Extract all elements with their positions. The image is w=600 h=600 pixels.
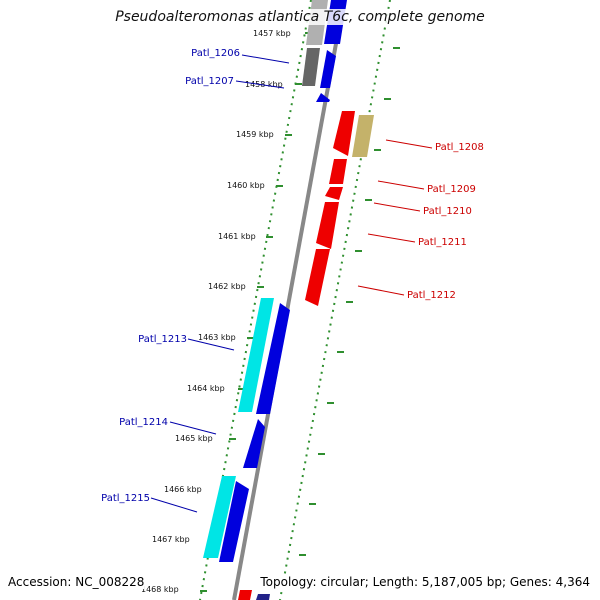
gene-label-patl-1208[interactable]: Patl_1208 [435, 142, 484, 153]
gene-label-patl-1211[interactable]: Patl_1211 [418, 237, 467, 248]
gene-label-patl-1207[interactable]: Patl_1207 [185, 76, 234, 87]
gene-feature-patl-1213[interactable] [256, 303, 290, 414]
gene-label-patl-1213[interactable]: Patl_1213 [138, 334, 187, 345]
forward-strand-features [203, 0, 347, 600]
genome-backbone [232, 0, 346, 600]
label-leader-lines [150, 54, 433, 513]
gene-label-patl-1212[interactable]: Patl_1212 [407, 290, 456, 301]
gene-label-patl-1215[interactable]: Patl_1215 [101, 493, 150, 504]
gene-feature-bottom-blue[interactable] [256, 594, 270, 600]
gene-feature-patl-1212[interactable] [305, 249, 330, 306]
kbp-label-1457: 1457 kbp [253, 29, 291, 38]
gene-feature-patl-1210[interactable] [325, 187, 343, 200]
topology-text: Topology: circular; Length: 5,187,005 bp… [260, 575, 590, 589]
gene-feature-patl-1207[interactable] [320, 50, 336, 88]
gene-feature-patl-1214[interactable] [243, 419, 265, 468]
gene-feature-bottom-red[interactable] [238, 590, 252, 600]
kbp-label-1468: 1468 kbp [141, 585, 179, 594]
map-title: Pseudoalteromonas atlantica T6c, complet… [0, 9, 600, 25]
kbp-label-1464: 1464 kbp [187, 384, 225, 393]
outer-tick-track-right [279, 0, 391, 600]
kbp-label-1467: 1467 kbp [152, 535, 190, 544]
gene-feature-patl-1211[interactable] [316, 202, 339, 249]
reverse-strand-features [238, 111, 374, 600]
kbp-label-1463: 1463 kbp [198, 333, 236, 342]
gene-feature-patl-1208[interactable] [352, 115, 374, 157]
gene-feature-patl-1215-rna[interactable] [203, 476, 236, 558]
gene-feature-small-arrow[interactable] [316, 93, 330, 102]
major-ticks-right [299, 47, 400, 556]
kbp-label-1459: 1459 kbp [236, 130, 274, 139]
gene-feature-patl-1213-rna[interactable] [238, 298, 274, 412]
kbp-label-1465: 1465 kbp [175, 434, 213, 443]
gene-feature-patl-1215[interactable] [219, 481, 249, 562]
gene-label-patl-1214[interactable]: Patl_1214 [119, 417, 168, 428]
accession-text: Accession: NC_008228 [8, 575, 145, 589]
kbp-label-1461: 1461 kbp [218, 232, 256, 241]
gene-feature-patl-1208-a[interactable] [333, 111, 355, 156]
gene-feature-patl-1209[interactable] [329, 159, 347, 184]
gene-label-patl-1210[interactable]: Patl_1210 [423, 206, 472, 217]
gene-label-patl-1209[interactable]: Patl_1209 [427, 184, 476, 195]
gene-feature-patl-1206[interactable] [302, 48, 320, 86]
kbp-label-1458: 1458 kbp [245, 80, 283, 89]
kbp-label-1462: 1462 kbp [208, 282, 246, 291]
kbp-label-1466: 1466 kbp [164, 485, 202, 494]
kbp-label-1460: 1460 kbp [227, 181, 265, 190]
gene-label-patl-1206[interactable]: Patl_1206 [191, 48, 240, 59]
